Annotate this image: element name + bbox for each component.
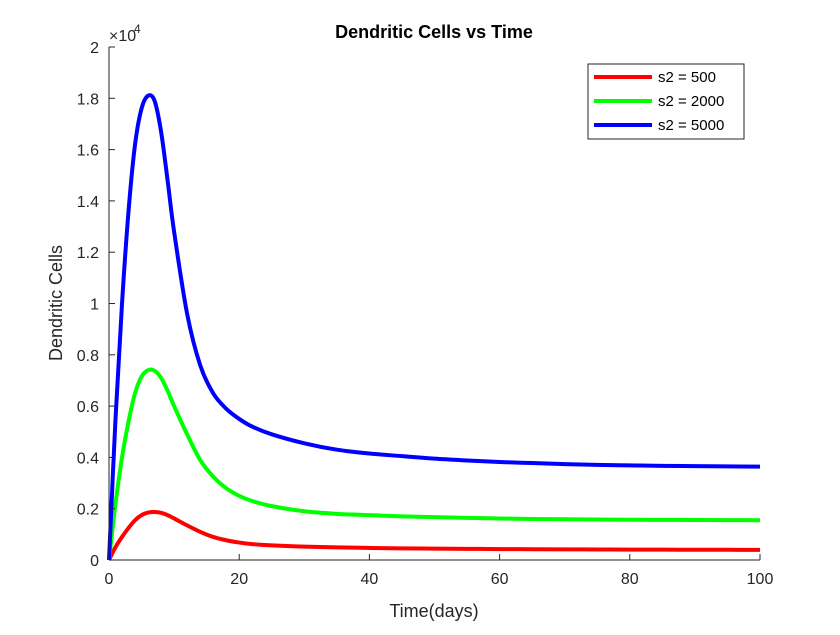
- y-tick-label: 0.6: [77, 399, 99, 416]
- y-tick-label: 0.8: [77, 348, 99, 365]
- x-axis-label: Time(days): [389, 601, 478, 621]
- x-tick-label: 0: [105, 571, 114, 588]
- y-multiplier-base: ×10: [109, 28, 136, 45]
- y-tick-label: 0.2: [77, 502, 99, 519]
- y-tick-label: 1.6: [77, 143, 99, 160]
- legend: s2 = 500 s2 = 2000 s2 = 5000: [587, 63, 745, 140]
- y-tick-label: 0.4: [77, 450, 99, 467]
- y-tick-label: 0: [90, 553, 99, 570]
- legend-label-2: s2 = 2000: [658, 93, 724, 110]
- tick-layer: 0 20 40 60 80 100 0 0.2 0.4 0.6 0.8 1 1.2 1.4 1.6 1.8 2: [77, 40, 774, 588]
- y-tick-label: 1: [90, 297, 99, 314]
- chart-title: Dendritic Cells vs Time: [335, 22, 533, 42]
- y-multiplier: ×10 4: [109, 22, 141, 45]
- x-tick-label: 40: [361, 571, 379, 588]
- legend-label-3: s2 = 5000: [658, 117, 724, 134]
- x-tick-label: 20: [230, 571, 248, 588]
- series-line-1: [107, 510, 761, 561]
- y-axis-label: Dendritic Cells: [46, 245, 66, 361]
- x-tick-label: 100: [747, 571, 774, 588]
- x-tick-label: 80: [621, 571, 639, 588]
- legend-label-1: s2 = 500: [658, 69, 716, 86]
- y-tick-label: 1.4: [77, 194, 99, 211]
- y-tick-label: 1.2: [77, 245, 99, 262]
- y-tick-label: 1.8: [77, 91, 99, 108]
- series-layer: [107, 93, 761, 561]
- y-multiplier-exponent: 4: [134, 22, 141, 36]
- x-tick-label: 60: [491, 571, 509, 588]
- y-tick-label: 2: [90, 40, 99, 57]
- series-line-3: [107, 93, 761, 561]
- series-line-2: [107, 367, 761, 561]
